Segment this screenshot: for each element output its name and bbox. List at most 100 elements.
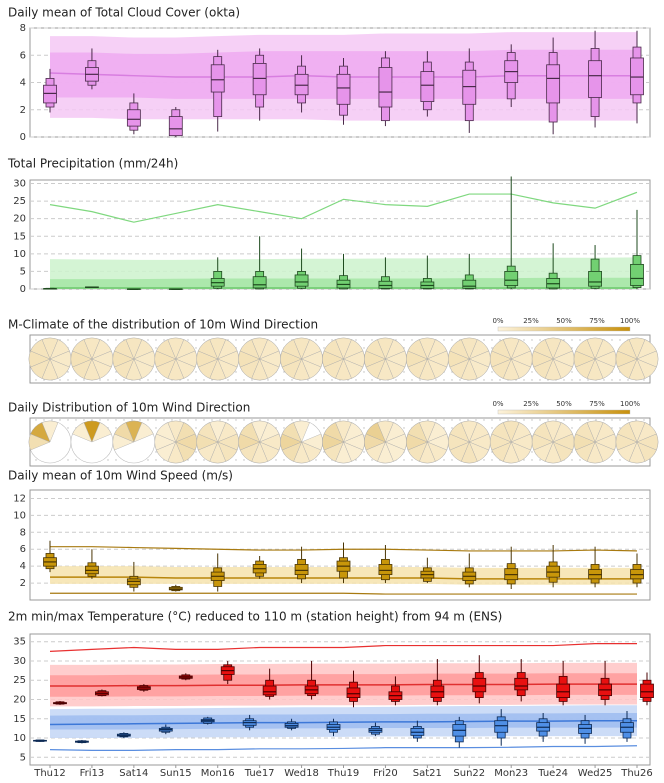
x-tick-label: Sun22 xyxy=(453,768,485,779)
box-p25-p75 xyxy=(420,71,435,102)
y-tick-label: 6 xyxy=(20,544,26,555)
box-p25-p75 xyxy=(494,720,509,733)
rose-sector xyxy=(617,339,638,360)
x-tick-label: Fri20 xyxy=(373,768,398,779)
rose-sector xyxy=(491,422,512,443)
box-p25-p75 xyxy=(630,263,644,286)
legend-label: 50% xyxy=(556,317,572,325)
legend-bar xyxy=(497,409,631,415)
rose-sector xyxy=(30,422,51,443)
climate-inner-band xyxy=(50,712,637,730)
rose-sector xyxy=(365,339,386,360)
rose-sector xyxy=(30,339,51,360)
x-tick-label: Thu12 xyxy=(33,768,66,779)
rose-sector xyxy=(575,339,596,360)
y-tick-label: 30 xyxy=(13,656,26,667)
y-tick-label: 4 xyxy=(20,78,26,89)
legend-label: 0% xyxy=(492,400,503,408)
box-p25-p75 xyxy=(630,57,644,96)
rose-sector xyxy=(533,422,554,443)
x-tick-label: Tue24 xyxy=(537,768,568,779)
box-p25-p75 xyxy=(640,683,654,698)
y-tick-label: 2 xyxy=(20,578,26,589)
y-tick-label: 6 xyxy=(20,50,26,61)
box-p25-p75 xyxy=(252,63,267,96)
rose-sector xyxy=(114,422,135,443)
y-tick-label: 8 xyxy=(20,527,26,538)
y-tick-label: 30 xyxy=(13,179,26,190)
chart-title: Total Precipitation (mm/24h) xyxy=(7,157,178,171)
y-tick-label: 15 xyxy=(13,714,26,725)
y-tick-label: 10 xyxy=(13,510,26,521)
box-p25-p75 xyxy=(336,73,351,105)
y-tick-label: 5 xyxy=(20,266,26,277)
box-p25-p75 xyxy=(378,67,393,108)
rose-sector xyxy=(449,422,470,443)
rose-sector xyxy=(198,339,219,360)
rose-sector xyxy=(156,422,177,443)
box-p25-p75 xyxy=(588,271,602,287)
climate-line xyxy=(49,745,638,751)
rose-sector xyxy=(323,339,344,360)
legend-label: 100% xyxy=(620,400,640,408)
legend-label: 50% xyxy=(556,400,572,408)
rose-sector xyxy=(323,422,344,443)
box-p25-p75 xyxy=(346,687,361,698)
rose-sector xyxy=(449,339,470,360)
x-tick-label: Fri13 xyxy=(80,768,105,779)
y-tick-label: 15 xyxy=(13,231,26,242)
x-tick-label: Mon16 xyxy=(201,768,235,779)
climate-line xyxy=(50,592,637,595)
rose-sector xyxy=(575,422,596,443)
box-p25-p75 xyxy=(210,64,225,93)
y-tick-label: 5 xyxy=(20,752,26,763)
rose-sector xyxy=(133,422,154,443)
rose-sector xyxy=(156,339,177,360)
box-p25-p75 xyxy=(43,84,57,104)
box-p25-p75 xyxy=(378,280,393,289)
legend-label: 0% xyxy=(492,317,503,325)
box-p25-p75 xyxy=(262,685,277,696)
rose-sector xyxy=(491,339,512,360)
rose-sector xyxy=(91,422,112,443)
y-tick-label: 25 xyxy=(13,196,26,207)
y-tick-label: 2 xyxy=(20,105,26,116)
x-tick-label: Thu26 xyxy=(620,768,653,779)
box-p25-p75 xyxy=(504,271,519,286)
legend-bar xyxy=(497,326,631,332)
y-tick-label: 20 xyxy=(13,214,26,225)
box-p25-p75 xyxy=(462,279,477,289)
box-p25-p75 xyxy=(294,564,309,576)
box-p25-p75 xyxy=(294,274,309,287)
legend-label: 25% xyxy=(523,317,539,325)
climate-line xyxy=(49,643,637,652)
legend-label: 75% xyxy=(589,400,605,408)
rose-sector xyxy=(72,339,93,360)
rose-sector xyxy=(533,339,554,360)
x-tick-label: Sat21 xyxy=(413,768,442,779)
x-tick-label: Sat14 xyxy=(119,768,148,779)
rose-sector xyxy=(617,422,638,443)
rose-sector xyxy=(72,422,93,443)
box-p25-p75 xyxy=(462,69,477,105)
rose-sector xyxy=(407,422,428,443)
rose-sector xyxy=(114,339,135,360)
x-tick-label: Mon23 xyxy=(494,768,528,779)
chart-title: Daily Distribution of 10m Wind Direction xyxy=(8,401,250,415)
x-tick-label: Thu19 xyxy=(327,768,360,779)
legend-label: 100% xyxy=(620,317,640,325)
box-p25-p75 xyxy=(514,677,529,691)
box-p25-p75 xyxy=(546,64,561,104)
chart-title: M-Climate of the distribution of 10m Win… xyxy=(8,318,318,332)
box-p25-p75 xyxy=(168,116,183,137)
legend-label: 25% xyxy=(523,400,539,408)
climate-line xyxy=(49,191,638,223)
box-p25-p75 xyxy=(588,60,602,98)
y-tick-label: 20 xyxy=(13,695,26,706)
y-tick-label: 8 xyxy=(20,23,26,34)
box-p25-p75 xyxy=(252,276,267,289)
chart-title: 2m min/max Temperature (°C) reduced to 1… xyxy=(8,610,502,624)
y-tick-label: 0 xyxy=(20,132,26,143)
y-tick-label: 0 xyxy=(20,284,26,295)
